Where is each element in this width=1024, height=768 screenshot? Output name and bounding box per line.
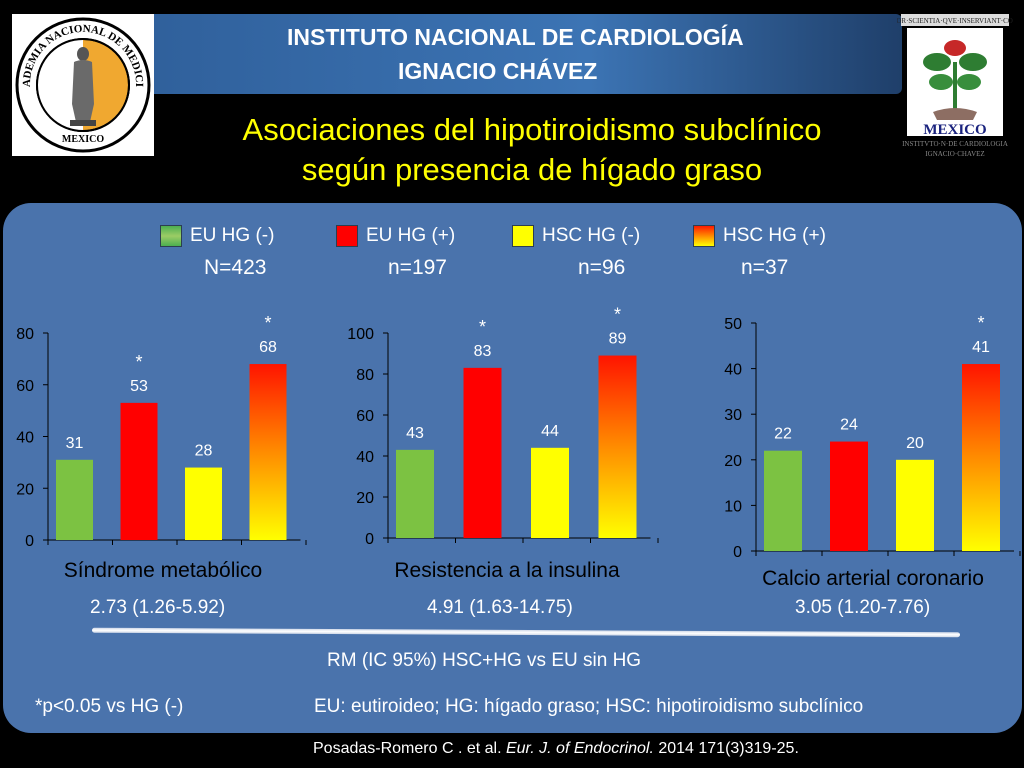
y-tick-label: 10 <box>724 498 742 515</box>
odds-ratio-sindrome: 2.73 (1.26-5.92) <box>90 597 226 618</box>
bar-0 <box>56 459 93 540</box>
bar-value-label: 68 <box>259 339 277 356</box>
bar-1 <box>830 441 868 551</box>
bar-0 <box>764 450 802 551</box>
legend-item-hsc-hg-neg: HSC HG (-) <box>512 224 640 248</box>
bar-1 <box>120 402 158 540</box>
bar-1 <box>463 367 502 538</box>
chart-title: Síndrome metabólico <box>64 559 262 582</box>
y-tick-label: 100 <box>347 326 374 343</box>
significance-star: * <box>479 317 486 337</box>
slide-title-line2: según presencia de hígado graso <box>301 152 763 187</box>
y-tick-label: 50 <box>724 316 742 333</box>
abbreviations-note: EU: eutiroideo; HG: hígado graso; HSC: h… <box>314 696 864 717</box>
bar-2 <box>896 459 934 551</box>
academia-logo: ACADEMIA NACIONAL DE MEDICINA MEXICO <box>8 5 154 156</box>
significance-star: * <box>614 305 621 325</box>
legend-item-eu-hg-pos: EU HG (+) <box>336 224 455 248</box>
significance-star: * <box>977 313 984 333</box>
bar-3 <box>598 355 637 538</box>
pvalue-note: *p<0.05 vs HG (-) <box>35 696 184 717</box>
legend-label: HSC HG (-) <box>542 225 641 246</box>
chart-0: 0 20 40 60 80 31 53 * 28 68 * Síndrome metabólico <box>16 313 307 582</box>
legend-swatch <box>336 225 358 247</box>
y-tick-label: 80 <box>16 326 34 343</box>
bar-value-label: 20 <box>906 435 924 452</box>
n-count-hsc-hg-pos: n=37 <box>741 256 789 279</box>
svg-text:MEXICO: MEXICO <box>923 122 986 138</box>
legend-item-eu-hg-neg: EU HG (-) <box>160 224 274 248</box>
y-tick-label: 80 <box>356 367 374 384</box>
significance-star: * <box>264 313 271 333</box>
chart-1: 0 20 40 60 80 100 43 83 * 44 89 * Resistencia a la i… <box>347 305 659 582</box>
legend-label: EU HG (+) <box>366 225 456 246</box>
legend-item-hsc-hg-pos: HSC HG (+) <box>693 224 826 248</box>
y-tick-label: 40 <box>724 362 742 379</box>
bar-3 <box>962 364 1000 551</box>
y-tick-label: 60 <box>356 408 374 425</box>
bar-value-label: 22 <box>774 426 792 443</box>
rm-label: RM (IC 95%) HSC+HG vs EU sin HG <box>327 650 642 671</box>
y-tick-label: 0 <box>733 544 742 561</box>
chart-title: Calcio arterial coronario <box>762 567 984 590</box>
legend-label: EU HG (-) <box>190 225 275 246</box>
y-tick-label: 0 <box>365 531 374 548</box>
n-count-eu-hg-neg: N=423 <box>204 256 267 279</box>
bar-3 <box>249 364 287 540</box>
chart-title: Resistencia a la insulina <box>394 559 620 582</box>
reference-citation: Posadas-Romero C . et al. Eur. J. of End… <box>313 740 799 758</box>
y-tick-label: 40 <box>16 430 34 447</box>
ref-rest: 2014 171(3)319-25. <box>653 740 799 757</box>
y-tick-label: 20 <box>724 453 742 470</box>
significance-star: * <box>135 352 142 372</box>
y-tick-label: 30 <box>724 407 742 424</box>
instituto-logo: AMOR·SCIENTIA·QVE·INSERVIANT·CORDI MEXIC… <box>885 12 1024 162</box>
bar-value-label: 43 <box>406 425 424 442</box>
n-count-eu-hg-pos: n=197 <box>388 256 447 279</box>
header-banner <box>120 14 902 94</box>
bar-value-label: 53 <box>130 378 148 395</box>
bar-value-label: 83 <box>474 343 492 360</box>
slide-title-line1: Asociaciones del hipotiroidismo subclíni… <box>242 112 822 147</box>
ref-authors: Posadas-Romero C . et al. <box>313 740 506 757</box>
bar-value-label: 24 <box>840 417 858 434</box>
bar-2 <box>531 447 569 538</box>
institute-name: INSTITUTO NACIONAL DE CARDIOLOGÍA <box>287 24 744 50</box>
bar-value-label: 31 <box>66 435 84 452</box>
bar-value-label: 41 <box>972 339 990 356</box>
svg-text:IGNACIO·CHAVEZ: IGNACIO·CHAVEZ <box>925 150 984 158</box>
y-tick-label: 20 <box>356 490 374 507</box>
chart-2: 0 10 20 30 40 50 22 24 20 41 * Calcio arterial coro… <box>724 313 1021 590</box>
y-tick-label: 0 <box>25 533 34 550</box>
legend-label: HSC HG (+) <box>723 225 826 246</box>
odds-ratio-resistencia: 4.91 (1.63-14.75) <box>427 597 573 618</box>
n-count-hsc-hg-neg: n=96 <box>578 256 626 279</box>
bar-value-label: 28 <box>195 443 213 460</box>
svg-text:AMOR·SCIENTIA·QVE·INSERVIANT·C: AMOR·SCIENTIA·QVE·INSERVIANT·CORDI <box>897 17 1013 25</box>
svg-text:INSTITVTO·N·DE CARDIOLOGIA: INSTITVTO·N·DE CARDIOLOGIA <box>902 140 1008 148</box>
legend-swatch <box>693 225 715 247</box>
legend-swatch <box>512 225 534 247</box>
ref-journal: Eur. J. of Endocrinol. <box>505 740 654 757</box>
svg-text:MEXICO: MEXICO <box>62 134 104 145</box>
y-tick-label: 20 <box>16 481 34 498</box>
bar-value-label: 44 <box>541 423 559 440</box>
odds-ratio-calcio: 3.05 (1.20-7.76) <box>795 597 931 618</box>
y-tick-label: 60 <box>16 378 34 395</box>
bar-2 <box>185 467 222 540</box>
legend-swatch <box>160 225 182 247</box>
y-tick-label: 40 <box>356 449 374 466</box>
bar-0 <box>396 449 434 538</box>
bar-value-label: 89 <box>609 331 627 348</box>
institute-subname: IGNACIO CHÁVEZ <box>398 58 598 84</box>
